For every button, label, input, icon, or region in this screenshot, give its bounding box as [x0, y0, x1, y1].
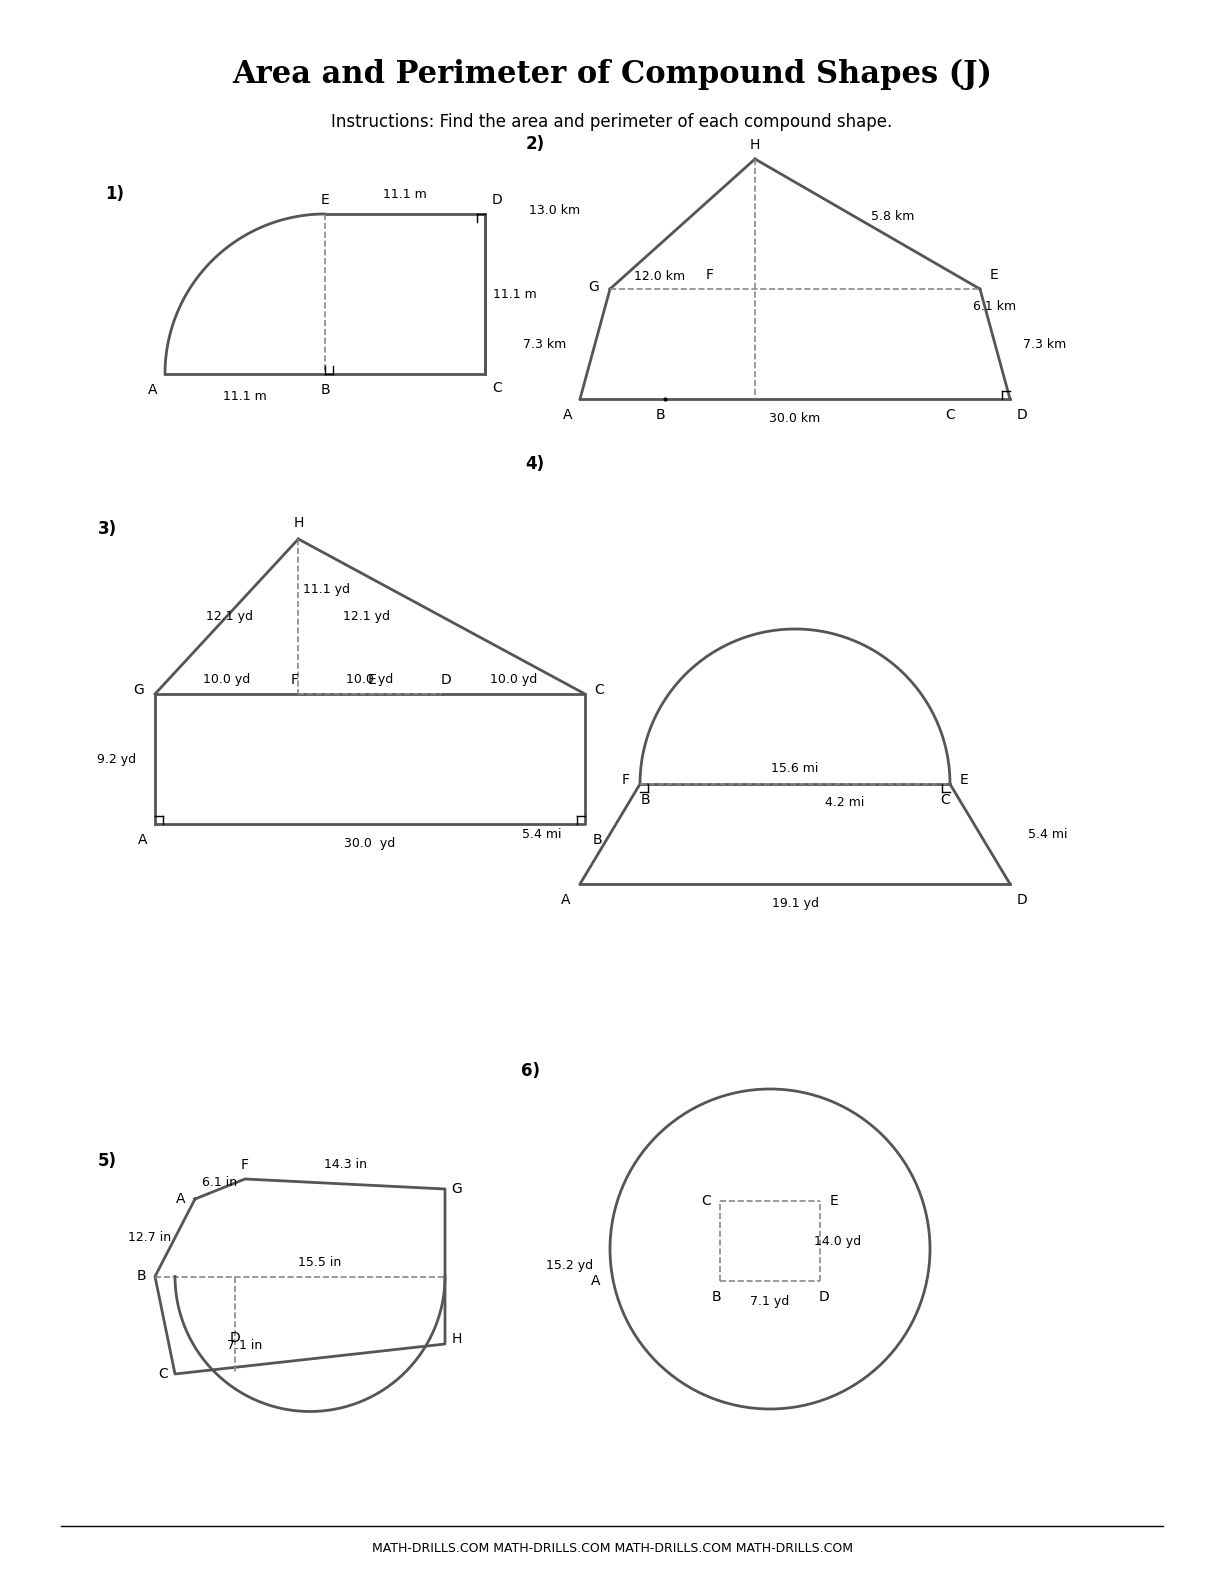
Text: 12.1 yd: 12.1 yd	[344, 610, 390, 623]
Text: 11.1 yd: 11.1 yd	[302, 583, 350, 596]
Text: 30.0  yd: 30.0 yd	[344, 838, 395, 851]
Text: 30.0 km: 30.0 km	[770, 412, 820, 426]
Text: 2): 2)	[525, 135, 545, 154]
Text: 11.1 m: 11.1 m	[223, 390, 267, 402]
Text: 7.3 km: 7.3 km	[1023, 337, 1066, 350]
Text: 3): 3)	[98, 520, 116, 539]
Text: E: E	[830, 1194, 838, 1209]
Text: C: C	[158, 1367, 168, 1381]
Text: Area and Perimeter of Compound Shapes (J): Area and Perimeter of Compound Shapes (J…	[233, 59, 991, 90]
Text: 11.1 m: 11.1 m	[493, 288, 537, 301]
Text: Instructions: Find the area and perimeter of each compound shape.: Instructions: Find the area and perimete…	[332, 112, 892, 131]
Text: E: E	[367, 673, 376, 687]
Text: 6.1 in: 6.1 in	[202, 1177, 237, 1190]
Text: C: C	[945, 409, 955, 421]
Text: B: B	[655, 409, 665, 421]
Text: 6.1 km: 6.1 km	[973, 301, 1017, 314]
Text: 15.2 yd: 15.2 yd	[546, 1259, 594, 1272]
Text: D: D	[1017, 893, 1027, 908]
Text: A: A	[562, 893, 570, 908]
Text: E: E	[960, 773, 968, 787]
Text: 19.1 yd: 19.1 yd	[771, 898, 819, 911]
Text: B: B	[136, 1269, 146, 1283]
Text: 6): 6)	[520, 1061, 540, 1080]
Text: G: G	[133, 683, 144, 697]
Text: H: H	[750, 138, 760, 152]
Text: G: G	[452, 1182, 463, 1196]
Text: 13.0 km: 13.0 km	[529, 204, 580, 217]
Text: E: E	[990, 268, 999, 282]
Text: 12.0 km: 12.0 km	[634, 271, 685, 284]
Text: D: D	[819, 1289, 830, 1304]
Text: E: E	[321, 193, 329, 208]
Text: 10.0 yd: 10.0 yd	[203, 673, 250, 686]
Text: 12.7 in: 12.7 in	[129, 1231, 171, 1245]
Text: 7.1 in: 7.1 in	[228, 1338, 263, 1351]
Text: A: A	[591, 1274, 601, 1288]
Text: C: C	[594, 683, 603, 697]
Text: D: D	[230, 1331, 240, 1345]
Text: 5.4 mi: 5.4 mi	[523, 827, 562, 841]
Text: MATH-DRILLS.COM MATH-DRILLS.COM MATH-DRILLS.COM MATH-DRILLS.COM: MATH-DRILLS.COM MATH-DRILLS.COM MATH-DRI…	[372, 1543, 852, 1555]
Text: A: A	[148, 383, 158, 398]
Text: G: G	[589, 280, 600, 295]
Text: 5.8 km: 5.8 km	[870, 209, 914, 222]
Text: 10.0 yd: 10.0 yd	[346, 673, 394, 686]
Text: 12.1 yd: 12.1 yd	[207, 610, 253, 623]
Text: 7.1 yd: 7.1 yd	[750, 1294, 789, 1307]
Text: H: H	[452, 1332, 463, 1346]
Text: D: D	[441, 673, 450, 687]
Text: C: C	[940, 794, 950, 806]
Text: A: A	[563, 409, 573, 421]
Text: 15.6 mi: 15.6 mi	[771, 762, 819, 775]
Text: D: D	[492, 193, 502, 208]
Text: A: A	[176, 1193, 186, 1205]
Text: B: B	[592, 833, 602, 847]
Text: 7.3 km: 7.3 km	[524, 337, 567, 350]
Text: F: F	[706, 268, 714, 282]
Text: F: F	[290, 673, 299, 687]
Text: 1): 1)	[105, 185, 125, 203]
Text: 5): 5)	[98, 1152, 116, 1171]
Text: B: B	[321, 383, 329, 398]
Text: H: H	[293, 516, 304, 531]
Text: C: C	[701, 1194, 711, 1209]
Text: 9.2 yd: 9.2 yd	[98, 752, 137, 765]
Text: 10.0 yd: 10.0 yd	[490, 673, 537, 686]
Text: 4.2 mi: 4.2 mi	[825, 795, 864, 808]
Text: 5.4 mi: 5.4 mi	[1028, 827, 1067, 841]
Text: F: F	[622, 773, 630, 787]
Text: D: D	[1017, 409, 1027, 421]
Text: 14.0 yd: 14.0 yd	[814, 1234, 862, 1248]
Text: F: F	[241, 1158, 248, 1172]
Text: 14.3 in: 14.3 in	[323, 1158, 366, 1172]
Text: B: B	[711, 1289, 721, 1304]
Text: A: A	[138, 833, 148, 847]
Text: B: B	[640, 794, 650, 806]
Text: 15.5 in: 15.5 in	[299, 1256, 341, 1269]
Text: C: C	[492, 382, 502, 394]
Text: 4): 4)	[525, 455, 545, 474]
Text: 11.1 m: 11.1 m	[383, 187, 427, 201]
